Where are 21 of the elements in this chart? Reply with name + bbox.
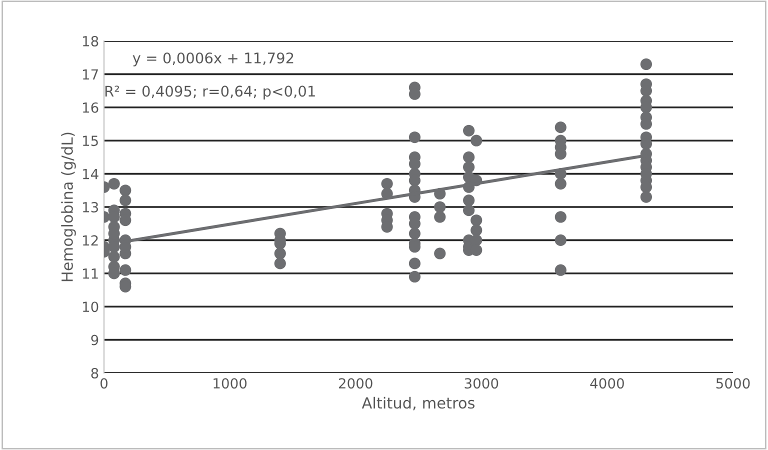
x-tick-label: 4000: [590, 378, 624, 389]
annotation: y = 0,0006x + 11,792: [132, 52, 294, 66]
annotation: R² = 0,4095; r=0,64; p<0,01: [105, 86, 315, 100]
y-tick-label: 12: [82, 235, 98, 246]
y-tick-label: 9: [91, 334, 98, 346]
x-tick-label: 2000: [338, 378, 372, 389]
y-tick-label: 10: [82, 302, 98, 312]
x-axis-title: Altitud, metros: [362, 396, 475, 410]
x-tick-label: 1000: [214, 378, 247, 389]
y-tick-label: 15: [82, 136, 98, 146]
y-tick-label: 13: [82, 202, 98, 212]
y-tick-label: 8: [91, 368, 98, 378]
y-tick-label: 17: [82, 69, 98, 80]
x-tick-label: 0: [100, 378, 108, 389]
y-tick-label: 11: [82, 268, 98, 279]
x-tick-label: 3000: [464, 378, 498, 389]
y-tick-label: 14: [82, 168, 98, 180]
y-tick-label: 16: [82, 102, 98, 113]
y-axis-title: Hemoglobina (g/dL): [61, 132, 76, 282]
x-tick-label: 5000: [716, 378, 750, 389]
y-tick-label: 18: [82, 36, 98, 46]
